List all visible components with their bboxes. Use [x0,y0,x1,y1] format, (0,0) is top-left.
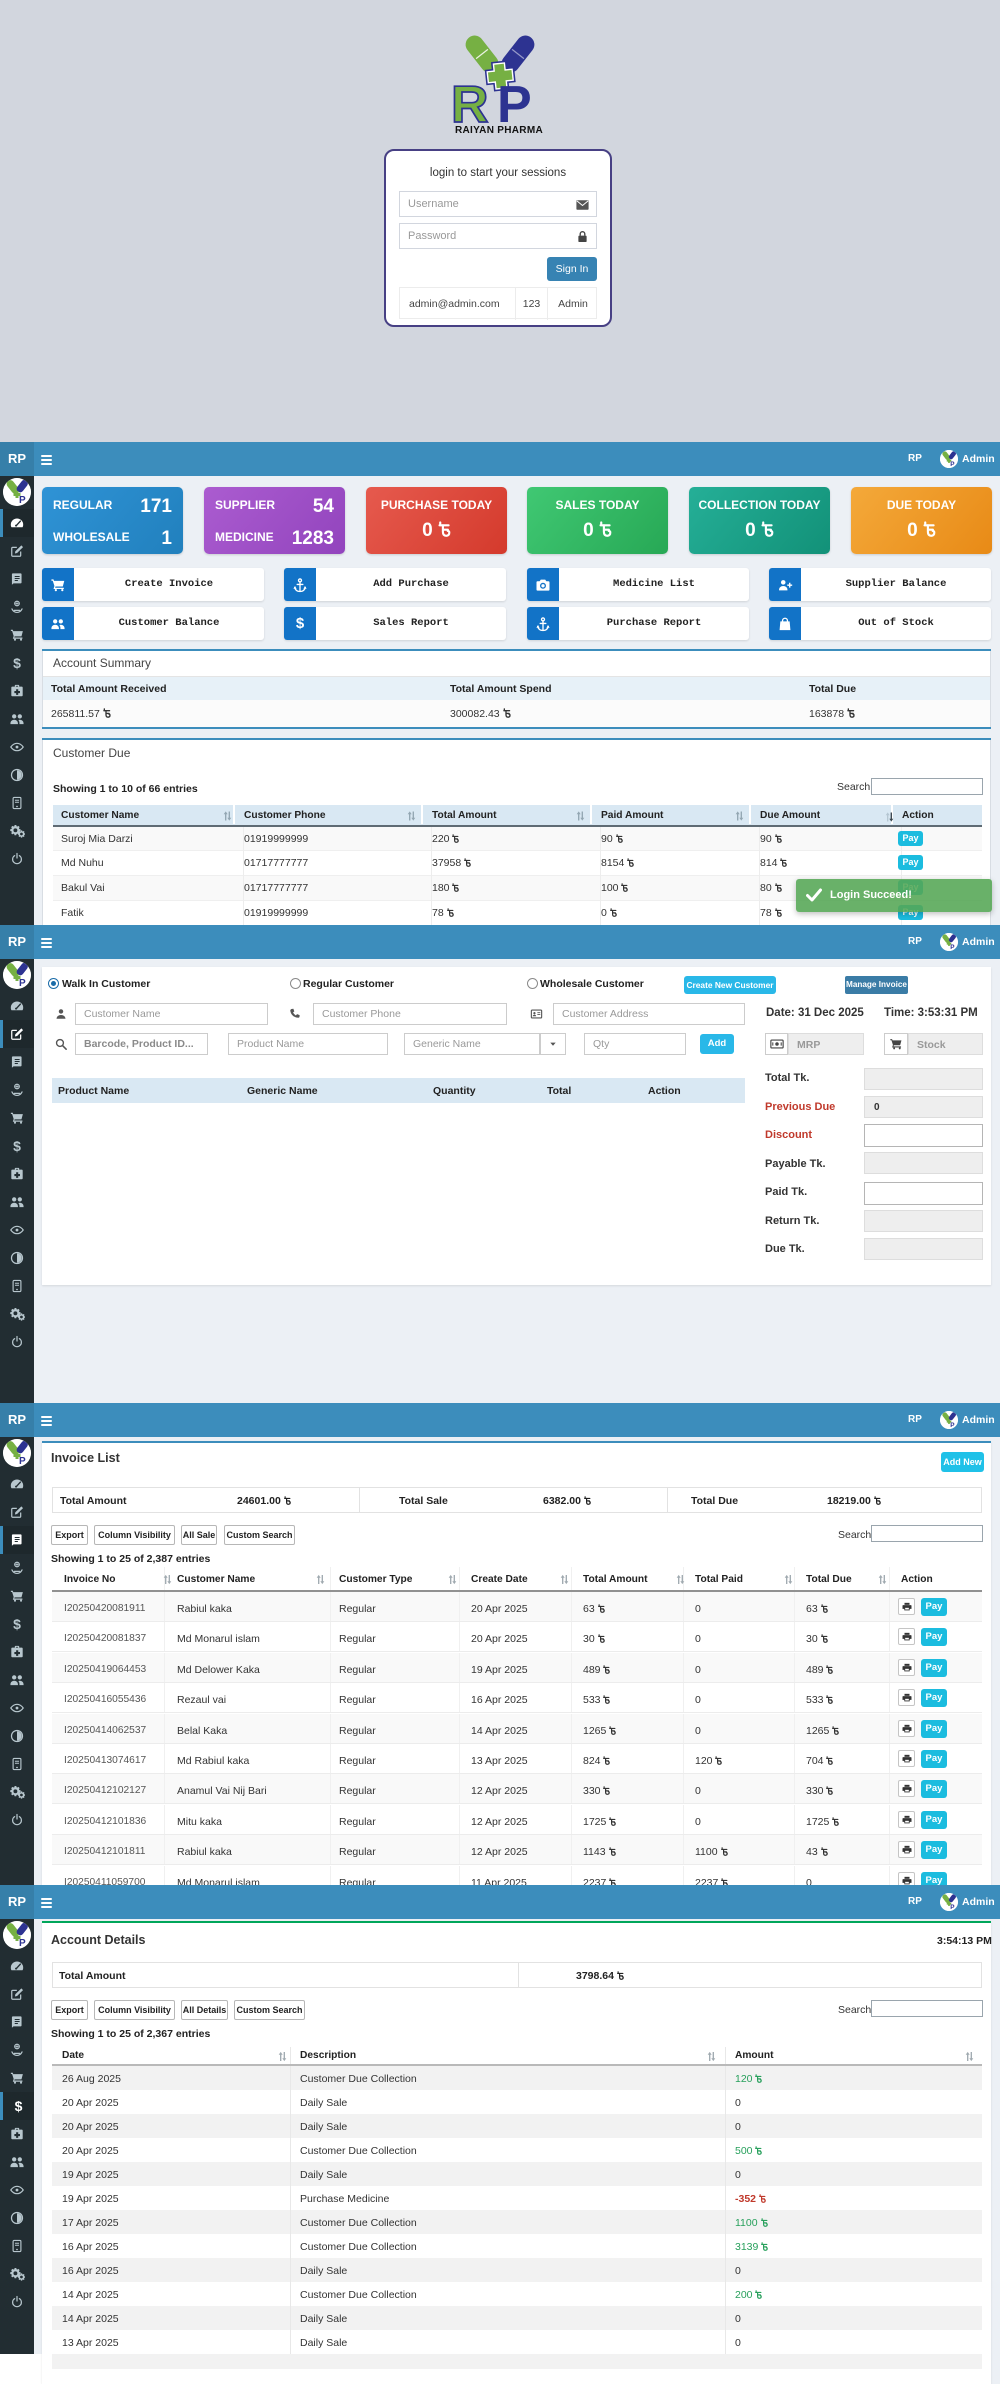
svg-text:P: P [497,76,532,134]
svg-text:R: R [451,76,489,134]
svg-text:RAIYAN PHARMA: RAIYAN PHARMA [455,125,543,135]
